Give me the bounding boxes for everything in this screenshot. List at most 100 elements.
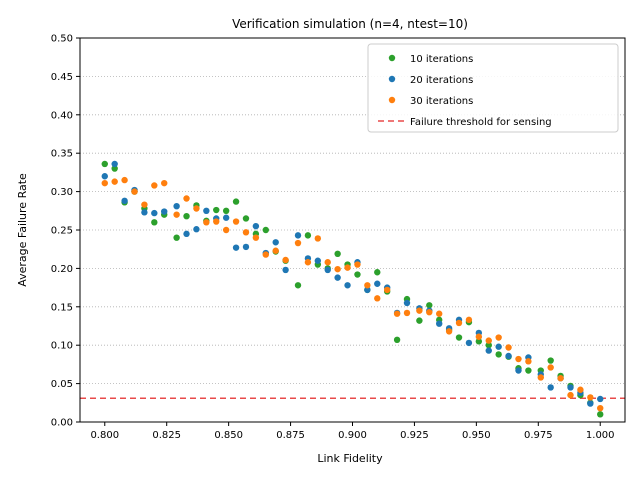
data-point xyxy=(364,282,371,289)
data-point xyxy=(403,309,411,317)
data-point xyxy=(173,211,180,218)
data-point xyxy=(436,310,443,317)
data-point xyxy=(141,201,148,208)
data-point xyxy=(294,282,302,289)
data-point xyxy=(515,355,522,363)
data-point xyxy=(262,251,269,258)
data-point xyxy=(416,307,423,314)
data-point xyxy=(505,344,512,351)
y-tick-label: 0.00 xyxy=(51,418,73,429)
x-tick-label: 0.850 xyxy=(214,430,243,441)
y-tick-label: 0.25 xyxy=(51,226,73,237)
data-point xyxy=(597,404,604,412)
data-point xyxy=(151,182,158,189)
data-point xyxy=(252,222,260,230)
data-point xyxy=(567,384,574,391)
x-tick-label: 0.950 xyxy=(462,430,491,441)
data-point xyxy=(111,160,118,168)
data-point xyxy=(314,235,322,242)
data-point xyxy=(121,176,128,184)
data-point xyxy=(151,209,158,217)
data-point xyxy=(101,160,108,168)
legend-box xyxy=(367,43,619,133)
data-point xyxy=(121,197,128,205)
y-tick-label: 0.30 xyxy=(51,187,73,198)
data-point xyxy=(344,264,351,271)
y-tick-label: 0.35 xyxy=(51,149,73,160)
data-point xyxy=(495,343,502,350)
chart-title: Verification simulation (n=4, ntest=10) xyxy=(232,17,468,31)
y-axis-label: Average Failure Rate xyxy=(16,173,29,287)
data-point xyxy=(445,328,453,335)
x-tick-label: 1.000 xyxy=(586,430,615,441)
data-point xyxy=(193,205,200,212)
x-tick-label: 0.825 xyxy=(152,430,181,441)
data-point xyxy=(525,358,532,365)
data-point xyxy=(475,333,483,340)
data-point xyxy=(242,243,250,251)
legend-label: Failure threshold for sensing xyxy=(410,117,552,128)
data-point xyxy=(173,234,180,241)
y-tick-label: 0.40 xyxy=(51,110,73,121)
data-point xyxy=(393,336,401,344)
data-point xyxy=(537,374,544,381)
legend-marker xyxy=(388,75,396,83)
data-point xyxy=(151,219,158,226)
data-point xyxy=(455,319,463,327)
legend-marker xyxy=(388,54,396,62)
data-point xyxy=(232,244,240,251)
y-tick-label: 0.15 xyxy=(51,302,73,313)
data-point xyxy=(161,179,168,187)
data-point xyxy=(587,400,594,407)
data-point xyxy=(131,188,138,195)
y-axis: 0.00 0.05 0.10 0.15 0.20 0.25 0.30 0.35 0.40 0.45… xyxy=(51,34,80,429)
data-point xyxy=(515,367,522,374)
data-point xyxy=(242,215,250,222)
data-point xyxy=(262,226,269,234)
data-point xyxy=(455,334,463,341)
data-point xyxy=(475,338,483,345)
x-tick-label: 0.925 xyxy=(400,430,429,441)
data-point xyxy=(222,214,230,221)
data-point xyxy=(547,357,554,364)
data-point xyxy=(304,232,312,239)
data-point xyxy=(282,256,289,264)
data-point xyxy=(567,391,574,399)
data-point xyxy=(547,364,554,371)
data-point xyxy=(173,202,180,210)
legend-label: 10 iterations xyxy=(410,54,473,65)
data-point xyxy=(213,206,220,214)
data-point xyxy=(232,198,240,205)
data-point xyxy=(383,286,391,294)
data-point xyxy=(334,250,341,258)
data-point xyxy=(374,269,381,276)
data-point xyxy=(354,261,361,268)
data-point xyxy=(426,302,433,309)
x-tick-label: 0.975 xyxy=(524,430,553,441)
data-point xyxy=(547,384,554,391)
y-tick-label: 0.50 xyxy=(51,34,73,45)
data-point xyxy=(183,230,190,238)
data-point xyxy=(416,317,423,324)
data-point xyxy=(354,271,361,278)
legend: 10 iterations 20 iterations 30 iterations F… xyxy=(367,43,619,133)
data-point xyxy=(485,337,492,344)
data-point xyxy=(436,320,443,327)
data-point xyxy=(272,239,279,246)
data-point xyxy=(577,386,584,393)
y-tick-label: 0.05 xyxy=(51,379,73,390)
legend-label: 20 iterations xyxy=(410,75,473,86)
x-axis: 0.800 0.825 0.850 0.875 0.900 0.925 0.950 0.975… xyxy=(90,422,615,441)
legend-label: 30 iterations xyxy=(410,96,473,107)
data-point xyxy=(324,259,331,266)
data-point xyxy=(222,226,230,234)
data-point xyxy=(505,352,512,360)
x-tick-label: 0.900 xyxy=(338,430,367,441)
data-point xyxy=(374,295,381,302)
data-point xyxy=(485,347,492,354)
data-point xyxy=(465,316,473,324)
data-point xyxy=(193,226,200,233)
data-point xyxy=(324,266,331,274)
data-point xyxy=(111,178,118,185)
scatter-points xyxy=(101,160,604,418)
